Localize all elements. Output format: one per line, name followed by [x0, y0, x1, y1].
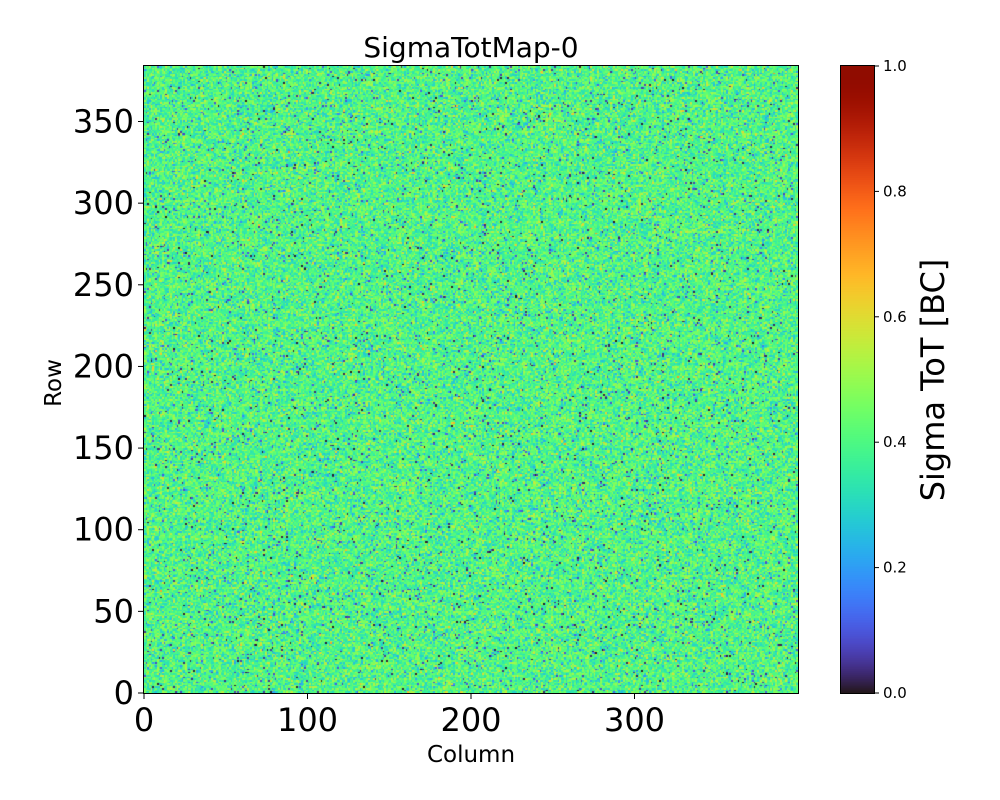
colorbar-tick-label: 1.0: [883, 57, 907, 75]
chart-title: SigmaTotMap-0: [363, 31, 578, 64]
colorbar-frame: [840, 65, 875, 694]
colorbar-tick-label: 0.6: [883, 308, 907, 326]
y-tick-label: 100: [73, 511, 134, 549]
y-tick-label: 50: [93, 592, 134, 630]
y-tick-label: 300: [73, 184, 134, 222]
y-tick-label: 250: [73, 266, 134, 304]
colorbar-label: Sigma ToT [BC]: [914, 259, 952, 502]
colorbar-gradient: [841, 66, 874, 693]
y-axis-ticks: 0 50 100 150 200 250 300 350: [73, 103, 144, 712]
y-tick-label: 350: [73, 103, 134, 141]
x-tick-label: 0: [134, 701, 154, 739]
y-axis-label: Row: [41, 359, 67, 407]
x-axis-ticks: 0 100 200 300: [134, 693, 665, 739]
colorbar-tick-label: 0.0: [883, 684, 907, 702]
x-axis-label: Column: [427, 742, 515, 768]
y-tick-label: 0: [114, 674, 134, 712]
x-tick-label: 300: [604, 701, 665, 739]
colorbar-tick-label: 0.8: [883, 182, 907, 200]
colorbar-tick-label: 0.2: [883, 559, 907, 577]
x-tick-label: 100: [277, 701, 338, 739]
x-tick-label: 200: [440, 701, 501, 739]
colorbar-ticks: 0.0 0.2 0.4 0.6 0.8 1.0: [874, 57, 907, 702]
heatmap-image: [144, 66, 798, 693]
colorbar-tick-label: 0.4: [883, 433, 907, 451]
y-tick-label: 200: [73, 347, 134, 385]
y-tick-label: 150: [73, 429, 134, 467]
